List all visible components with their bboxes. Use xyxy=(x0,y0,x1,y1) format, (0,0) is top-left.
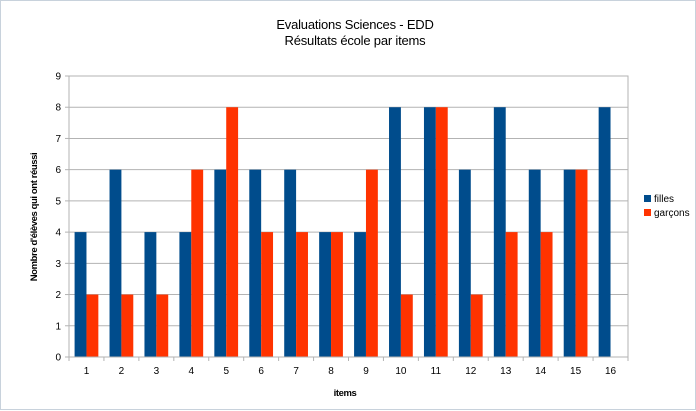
bar-filles-item-13 xyxy=(493,107,506,357)
axes xyxy=(68,75,629,358)
bar-filles-item-8 xyxy=(319,232,332,357)
chart-title: Evaluations Sciences - EDD xyxy=(276,17,433,32)
bar-garcons-item-13 xyxy=(505,232,518,357)
chart-subtitle: Résultats école par items xyxy=(285,33,427,48)
bar-filles-item-12 xyxy=(458,169,471,357)
bar-filles-item-15 xyxy=(563,169,576,357)
bar-filles-item-5 xyxy=(214,169,227,357)
y-axis-title: Nombre d'élèves qui ont réussi xyxy=(29,153,40,282)
bar-filles-item-3 xyxy=(144,232,157,357)
bar-filles-item-4 xyxy=(179,232,192,357)
x-tick-label: 5 xyxy=(223,366,229,377)
y-tick-label: 1 xyxy=(55,321,61,332)
y-tick-label: 2 xyxy=(55,290,61,301)
x-tick-label: 8 xyxy=(328,366,334,377)
bar-garcons-item-7 xyxy=(296,232,308,357)
bar-garcons-item-8 xyxy=(331,232,343,357)
y-tick-label: 7 xyxy=(55,134,61,145)
x-tick-label: 11 xyxy=(431,366,442,377)
bar-filles-item-1 xyxy=(74,232,87,357)
x-tick-label: 14 xyxy=(535,366,547,377)
x-tick-label: 7 xyxy=(293,366,299,377)
y-tick-label: 0 xyxy=(55,353,61,364)
bar-garcons-item-2 xyxy=(121,294,134,357)
x-tick-label: 12 xyxy=(465,366,477,377)
bar-garcons-item-9 xyxy=(365,169,378,357)
x-tick-label: 13 xyxy=(500,366,512,377)
bar-garcons-item-6 xyxy=(261,232,274,357)
legend: filles garçons xyxy=(644,194,690,219)
x-tick-label: 9 xyxy=(363,366,369,377)
legend-label: filles xyxy=(654,194,674,205)
bar-garcons-item-1 xyxy=(86,294,99,357)
y-tick-label: 9 xyxy=(55,72,61,83)
plot-area-border xyxy=(68,75,629,358)
bar-filles-item-14 xyxy=(528,169,541,357)
x-tick-label: 3 xyxy=(154,366,160,377)
y-tick-labels: 0 1 2 3 4 5 6 7 8 9 xyxy=(55,72,61,364)
x-axis-title: items xyxy=(334,388,357,399)
bar-garcons-item-15 xyxy=(575,169,588,357)
x-tick-label: 15 xyxy=(570,366,582,377)
y-tick-label: 5 xyxy=(55,196,61,207)
x-tick-label: 16 xyxy=(605,366,617,377)
x-tick-label: 4 xyxy=(189,366,195,377)
legend-label: garçons xyxy=(654,208,690,219)
legend-swatch xyxy=(644,209,651,216)
bar-filles-item-9 xyxy=(354,232,366,357)
bar-garcons-item-14 xyxy=(540,232,553,357)
legend-swatch xyxy=(644,195,651,202)
bar-garcons-item-3 xyxy=(156,294,169,357)
y-tick-label: 6 xyxy=(55,165,61,176)
bar-garcons-item-12 xyxy=(470,294,483,357)
bar-filles-item-6 xyxy=(249,169,262,357)
x-tick-label: 6 xyxy=(258,366,264,377)
bar-filles-item-10 xyxy=(389,107,401,357)
bar-filles-item-2 xyxy=(109,169,122,357)
bar-garcons-item-5 xyxy=(226,107,239,357)
bar-garcons-item-10 xyxy=(400,294,413,357)
bar-filles-item-11 xyxy=(423,107,436,357)
bar-garcons-item-11 xyxy=(435,107,448,357)
bar-garcons-item-4 xyxy=(191,169,204,357)
x-tick-labels: 1 2 3 4 5 6 7 8 9 10 11 12 13 14 15 16 xyxy=(84,366,617,377)
y-tick-label: 3 xyxy=(55,259,61,270)
bars xyxy=(74,107,611,357)
y-tick-label: 8 xyxy=(55,103,61,114)
bar-filles-item-7 xyxy=(284,169,297,357)
x-tick-label: 2 xyxy=(119,366,125,377)
bar-filles-item-16 xyxy=(598,107,611,357)
y-tick-label: 4 xyxy=(55,228,61,239)
x-tick-label: 1 xyxy=(84,366,90,377)
x-tick-label: 10 xyxy=(395,366,407,377)
